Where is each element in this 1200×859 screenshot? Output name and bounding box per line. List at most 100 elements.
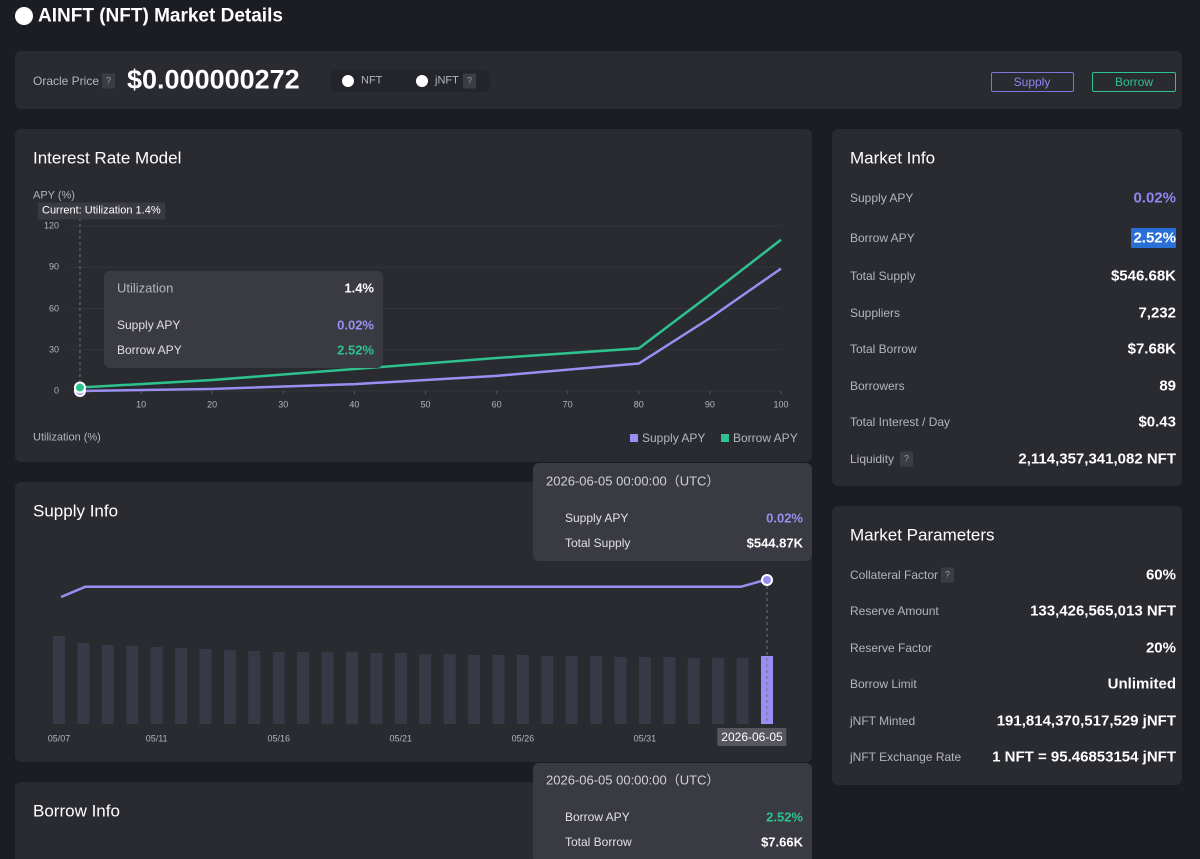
tooltip-label: Supply APY [565,511,629,525]
tooltip-value: 2.52% [337,342,374,358]
row-value: 2.52% [1133,229,1176,247]
supply-bar [126,645,139,724]
rate-tooltip [104,271,383,368]
row-value: Unlimited [1107,675,1176,693]
tooltip-value: 0.02% [337,317,374,333]
row-label: Supply APY [850,191,914,205]
x-tick-label: 2026-06-05 [717,728,787,746]
row-value: 133,426,565,013 NFT [1030,602,1176,620]
token-icon [342,75,354,87]
supply-bar [77,642,90,724]
x-tick-label: 20 [207,399,218,410]
tooltip-value: $544.87K [746,535,803,551]
apy-line [60,578,766,599]
x-tick-label: 60 [491,399,502,410]
supply-bar [736,657,749,724]
token-tab[interactable]: jNFT [435,74,459,87]
row-value: 89 [1159,377,1176,395]
row-label: Total Interest / Day [850,415,951,429]
card-title: Interest Rate Model [33,148,182,168]
supply-bar [345,651,358,724]
token-switch[interactable] [330,70,490,92]
row-label: Borrow APY [850,231,915,245]
y-axis-label: APY (%) [33,189,75,202]
tooltip-title: 2026-06-05 00:00:00（UTC） [546,473,720,489]
oracle-label: Oracle Price [33,74,100,88]
row-value: $0.43 [1138,413,1176,431]
apy-line [79,238,782,389]
tooltip-label: Total Borrow [565,835,632,849]
tooltip-value: 2.52% [766,809,803,825]
x-tick-label: 70 [562,399,573,410]
token-icon [15,7,33,25]
row-value: 0.02% [1133,189,1176,207]
borrow-button-label[interactable]: Borrow [1114,75,1154,89]
supply-button[interactable] [991,72,1074,92]
help-icon: ? [463,73,477,89]
row-label: Borrowers [850,379,905,393]
tooltip-label: Borrow APY [565,810,630,824]
x-tick-label: 10 [136,399,147,410]
page-title: AINFT (NFT) Market Details [38,5,283,27]
supply-bar [590,655,603,724]
legend-label: Borrow APY [733,431,798,445]
x-tick-label: 50 [420,399,431,410]
token-tab[interactable]: NFT [361,74,383,87]
card-title: Market Parameters [850,525,995,545]
row-value: 2,114,357,341,082 NFT [1018,450,1176,468]
row-label: jNFT Exchange Rate [850,750,962,764]
supply-button-label[interactable]: Supply [1013,75,1051,89]
supply-bar [199,648,212,724]
tooltip-value: 0.02% [766,510,803,526]
x-tick-label: 90 [704,399,715,410]
y-tick-label: 90 [48,261,59,272]
supply-bar [687,657,700,724]
row-label: Reserve Factor [850,641,933,655]
row-label: Total Supply [850,269,916,283]
card-title: Supply Info [33,501,119,521]
x-tick-label: 05/21 [389,733,413,744]
y-tick-label: 60 [48,303,59,313]
row-value: 1 NFT = 95.46853154 jNFT [992,748,1176,766]
supply-bar [370,652,383,724]
supply-bar [248,650,261,724]
row-value: 20% [1145,639,1176,657]
legend-swatch [721,434,729,442]
supply-bar [712,657,725,724]
tooltip-label: Utilization [117,280,174,296]
supply-bar [468,654,481,724]
supply-bar [272,651,285,724]
supply-bar [150,646,163,724]
oracle-card [15,51,1182,109]
x-tick-label: 05/26 [511,733,535,744]
legend-label: Supply APY [642,431,706,445]
row-value: 7,232 [1138,304,1176,322]
x-tick-label: 05/07 [47,733,71,744]
supply-bar [516,654,529,724]
hover-point [761,574,773,586]
x-axis-label: Utilization (%) [33,431,101,444]
row-label: Total Borrow [850,342,917,356]
x-tick-label: 05/31 [633,733,657,744]
x-tick-label: 100 [773,399,789,410]
supply-bar [297,651,310,724]
text-selection [1131,228,1176,248]
help-icon: ? [900,451,914,467]
tooltip-label: Borrow APY [117,343,182,357]
x-tick-label: 05/11 [145,733,168,744]
supply-bar [394,652,407,724]
supply-tooltip [533,463,812,561]
supply-bar [565,655,578,724]
row-label: Liquidity [850,452,895,466]
y-tick-label: 0 [53,385,59,396]
token-icon [416,75,428,87]
x-tick-label: 30 [278,399,289,410]
row-label: Suppliers [850,306,901,320]
supply-bar [101,644,114,724]
supply-bar [638,656,651,724]
borrow-button[interactable] [1092,72,1176,92]
help-icon: ? [941,567,955,583]
market-info-card [832,129,1182,486]
